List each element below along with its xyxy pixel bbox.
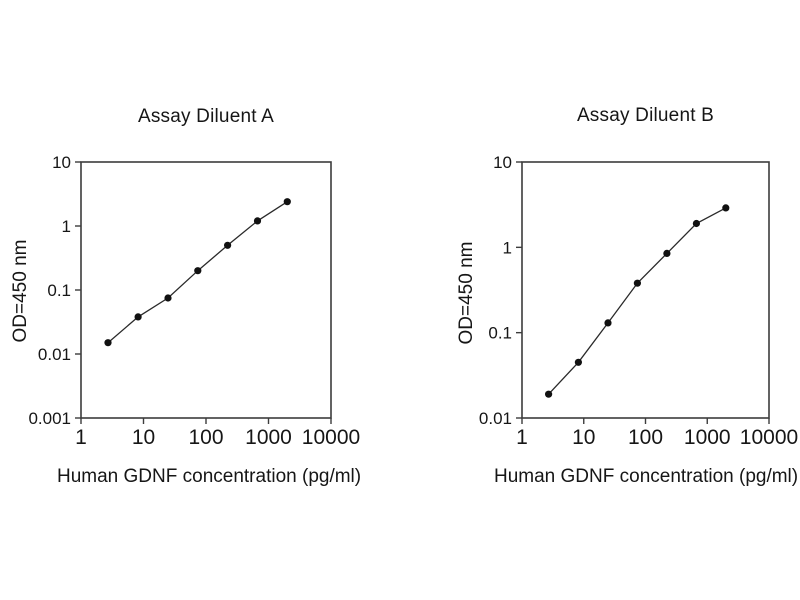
data-point xyxy=(692,219,701,228)
x-tick-label: 10 xyxy=(572,426,595,449)
data-point xyxy=(134,313,142,321)
data-point xyxy=(574,358,583,366)
data-point xyxy=(722,204,730,212)
y-tick-label: 1 xyxy=(503,238,512,257)
y-tick-label: 0.01 xyxy=(38,345,71,364)
chart-b-xaxis-label: Human GDNF concentration (pg/ml) xyxy=(494,466,799,487)
data-point xyxy=(104,339,112,347)
chart-a-yaxis-label: OD=450 nm xyxy=(10,239,31,343)
data-series-line xyxy=(548,207,727,395)
y-tick-label: 0.1 xyxy=(47,281,71,300)
data-point xyxy=(663,249,671,257)
y-tick-label: 0.01 xyxy=(479,409,512,428)
y-tick-label: 10 xyxy=(493,153,512,172)
y-tick-label: 10 xyxy=(52,153,71,172)
chart-b-title: Assay Diluent B xyxy=(576,105,715,126)
chart-a-title: Assay Diluent A xyxy=(137,106,275,127)
plot-panel-a: 1 10 100 1000 10000 10 1 0.1 0.01 0.001 xyxy=(28,153,360,449)
chart-a-xaxis-label: Human GDNF concentration (pg/ml) xyxy=(57,466,362,487)
data-point xyxy=(253,217,262,225)
plot-box xyxy=(521,161,770,419)
x-tick-label: 1 xyxy=(75,426,87,449)
x-tick-label: 1 xyxy=(516,426,528,449)
data-point xyxy=(604,319,612,327)
x-tick-label: 10000 xyxy=(302,426,360,449)
y-tick-label: 0.001 xyxy=(28,409,71,428)
x-tick-label: 10 xyxy=(132,426,155,449)
data-point xyxy=(164,294,172,302)
y-tick-label: 1 xyxy=(62,217,71,236)
x-tick-label: 100 xyxy=(188,426,223,449)
data-point xyxy=(633,279,642,287)
data-point xyxy=(283,198,291,206)
y-tick-label: 0.1 xyxy=(488,324,512,343)
data-point xyxy=(194,267,202,275)
x-tick-label: 10000 xyxy=(740,426,798,449)
x-tick-label: 1000 xyxy=(684,426,731,449)
data-point xyxy=(224,241,232,249)
x-tick-label: 1000 xyxy=(245,426,292,449)
x-tick-label: 100 xyxy=(628,426,663,449)
chart-b-yaxis-label: OD=450 nm xyxy=(456,241,477,345)
plot-panel-b: 1 10 100 1000 10000 10 1 0.1 0.01 xyxy=(479,153,798,449)
plot-box xyxy=(80,161,332,419)
data-point xyxy=(545,390,553,398)
